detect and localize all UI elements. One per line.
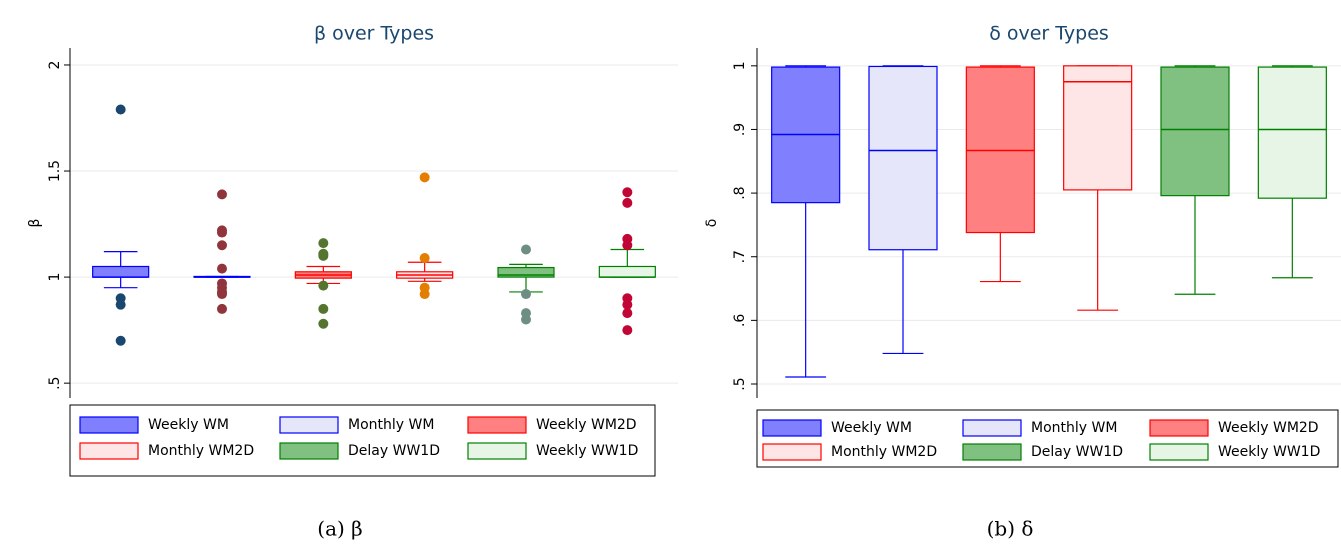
outlier [318,318,329,329]
y-tick-label: 1 [732,61,748,70]
legend-label: Monthly WM2D [831,444,937,460]
chart-title: β over Types [314,23,434,45]
legend-swatch [762,443,822,461]
outlier [115,299,126,310]
outlier [318,238,329,249]
y-axis-label: δ [704,219,720,228]
y-tick-label: .8 [732,186,748,199]
legend-swatch [279,442,339,460]
outlier [217,240,227,251]
y-tick-label: 2 [47,61,63,70]
legend-label: Monthly WM [348,417,434,433]
outlier [115,104,126,115]
legend-swatch [467,416,527,434]
outlier [521,289,531,300]
legend-swatch [79,442,139,460]
legend-frame [756,409,1339,468]
outlier [622,197,633,208]
outlier [217,263,227,274]
outlier [521,244,531,255]
y-tick-label: .7 [732,250,748,263]
box [1063,65,1133,191]
legend-label: Weekly WM2D [1218,420,1319,436]
caption: (a) β [317,517,362,541]
outlier [622,325,633,336]
legend-label: Weekly WW1D [1218,444,1320,460]
legend-swatch [962,443,1022,461]
y-tick-label: .9 [732,123,748,136]
box [868,65,938,251]
outlier [521,314,531,325]
legend-swatch [467,442,527,460]
legend-label: Monthly WM [1031,420,1117,436]
legend-label: Weekly WM [831,420,912,436]
outlier [217,303,227,314]
outlier [318,303,329,314]
legend-swatch [1149,419,1209,437]
legend-label: Monthly WM2D [148,443,254,459]
legend-label: Weekly WM2D [536,417,637,433]
y-tick-label: .5 [732,377,748,390]
box [92,265,150,278]
legend-swatch [279,416,339,434]
legend-label: Weekly WM [148,417,229,433]
outlier [217,289,227,300]
outlier [622,308,633,319]
outlier [622,187,633,198]
legend-swatch [79,416,139,434]
box [1160,66,1230,197]
legend-label: Delay WW1D [348,443,440,459]
outlier [217,189,227,200]
caption: (b) δ [987,517,1034,541]
legend-swatch [962,419,1022,437]
outlier [419,172,430,183]
y-axis-label: β [27,219,43,228]
outlier [318,280,329,291]
outlier [318,250,329,261]
chart-title: δ over Types [989,23,1109,45]
y-tick-label: .5 [47,376,63,389]
outlier [419,289,430,300]
outlier [115,335,126,346]
y-tick-label: 1 [47,273,63,282]
y-tick-label: 1.5 [47,160,63,182]
outlier [217,227,227,238]
outlier [419,253,430,263]
box [598,265,656,278]
legend-frame [69,404,656,477]
legend-label: Weekly WW1D [536,443,638,459]
box [497,266,555,278]
legend-label: Delay WW1D [1031,444,1123,460]
y-tick-label: .6 [732,314,748,327]
legend-swatch [1149,443,1209,461]
legend-swatch [762,419,822,437]
outlier [622,299,633,310]
outlier [622,240,633,251]
box [1257,66,1327,199]
